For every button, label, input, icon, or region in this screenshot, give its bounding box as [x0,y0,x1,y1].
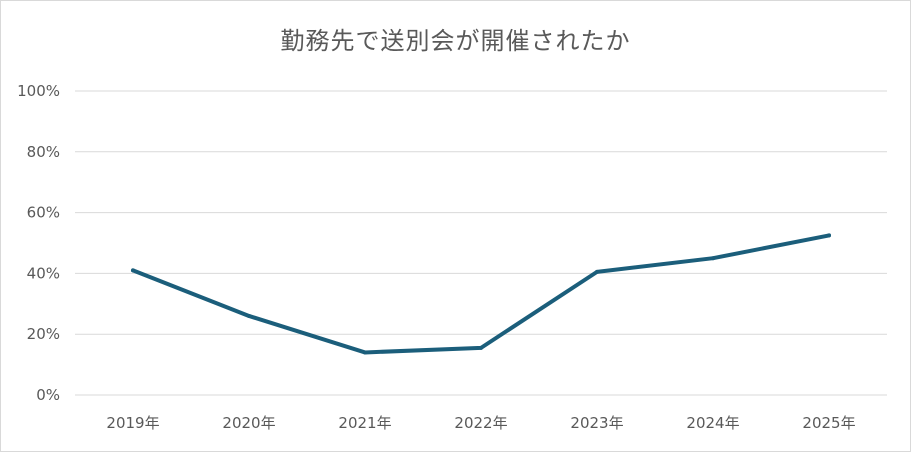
series-layer [131,233,831,355]
data-point [595,269,599,274]
chart-title: 勤務先で送別会が開催されたか [280,27,631,55]
data-point [711,256,715,261]
y-tick-label: 60% [27,204,60,222]
x-tick-label: 2023年 [570,414,623,432]
y-tick-label: 80% [27,143,60,161]
y-tick-label: 40% [27,264,60,282]
data-point [247,313,251,318]
data-point [479,345,483,350]
series-line [131,233,831,355]
x-tick-label: 2019年 [106,414,159,432]
y-tick-label: 20% [27,325,60,343]
y-tick-label: 0% [36,386,60,404]
x-tick-label: 2025年 [802,414,855,432]
grid-layer [75,90,887,396]
x-tick-label: 2020年 [222,414,275,432]
y-axis-tick-labels: 0% 20% 40% 60% 80% 100% [17,82,60,404]
x-tick-label: 2024年 [686,414,739,432]
x-axis-tick-labels: 2019年 2020年 2021年 2022年 2023年 2024年 2025年 [106,414,855,432]
data-point [131,268,135,273]
data-point [827,233,831,238]
data-point [363,350,367,355]
x-tick-label: 2022年 [454,414,507,432]
x-tick-label: 2021年 [338,414,391,432]
y-tick-label: 100% [17,82,60,100]
